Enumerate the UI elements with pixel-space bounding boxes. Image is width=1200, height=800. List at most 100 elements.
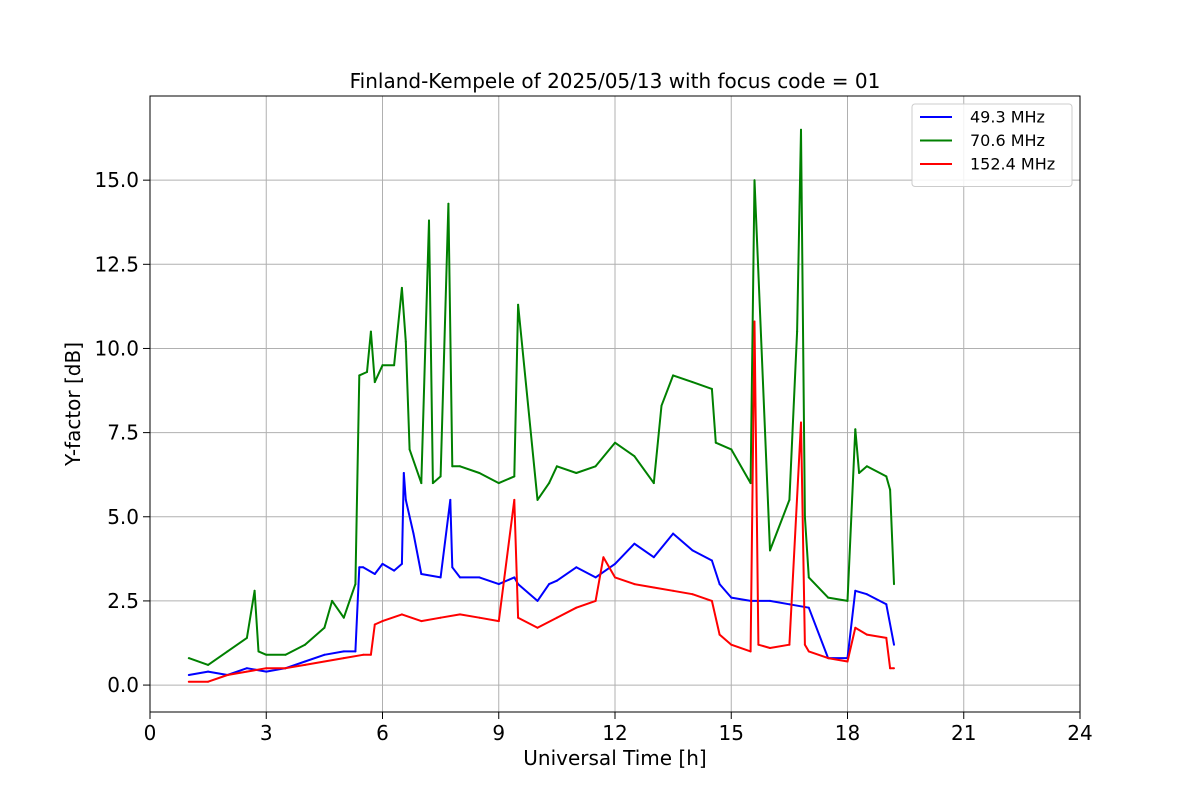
legend-box bbox=[911, 103, 1073, 187]
data-point bbox=[253, 589, 256, 592]
data-point bbox=[575, 606, 578, 609]
data-point bbox=[257, 650, 260, 653]
legend: 49.3 MHz 70.6 MHz 152.4 MHz bbox=[911, 103, 1073, 187]
legend-label: 49.3 MHz bbox=[970, 108, 1045, 127]
data-point bbox=[749, 650, 752, 653]
y-tick-label: 0.0 bbox=[107, 673, 139, 697]
data-point bbox=[548, 583, 551, 586]
data-point bbox=[304, 643, 306, 646]
data-point bbox=[536, 626, 539, 629]
series-lines bbox=[187, 128, 895, 683]
data-point bbox=[354, 583, 357, 586]
data-point bbox=[393, 569, 396, 572]
data-point bbox=[478, 576, 481, 579]
data-point bbox=[362, 653, 365, 656]
data-point bbox=[885, 636, 888, 639]
data-point bbox=[827, 596, 830, 599]
data-point bbox=[660, 404, 663, 407]
data-point bbox=[788, 643, 791, 646]
data-point bbox=[187, 680, 190, 683]
data-point bbox=[854, 626, 857, 629]
data-point bbox=[304, 660, 306, 663]
x-tick-label: 15 bbox=[719, 721, 744, 745]
data-point bbox=[691, 593, 694, 596]
data-point bbox=[614, 562, 616, 565]
data-point bbox=[420, 573, 423, 575]
legend-label: 70.6 MHz bbox=[970, 131, 1045, 150]
data-point bbox=[381, 562, 384, 565]
data-point bbox=[459, 576, 461, 579]
data-point bbox=[497, 482, 500, 485]
data-point bbox=[323, 653, 326, 656]
data-point bbox=[245, 670, 248, 673]
data-point bbox=[439, 616, 442, 619]
data-point bbox=[575, 472, 578, 474]
data-point bbox=[404, 498, 407, 501]
data-point bbox=[408, 448, 411, 451]
data-point bbox=[602, 556, 605, 559]
data-point bbox=[226, 674, 229, 676]
data-point bbox=[369, 653, 372, 656]
data-point bbox=[652, 482, 655, 485]
y-tick-label: 15.0 bbox=[94, 168, 139, 192]
data-point bbox=[633, 542, 636, 545]
data-point bbox=[555, 616, 558, 619]
data-point bbox=[404, 340, 407, 343]
data-point bbox=[614, 576, 616, 579]
chart-title: Finland-Kempele of 2025/05/13 with focus… bbox=[350, 69, 881, 93]
data-point bbox=[459, 613, 461, 616]
data-point bbox=[893, 667, 895, 670]
data-point bbox=[757, 643, 760, 646]
y-tick-label: 2.5 bbox=[107, 589, 139, 613]
data-point bbox=[536, 599, 539, 602]
x-tick-label: 24 bbox=[1067, 721, 1092, 745]
data-point bbox=[846, 599, 849, 602]
data-point bbox=[865, 465, 868, 468]
y-axis-ticks: 0.0 2.5 5.0 7.5 10.0 12.5 15.0 bbox=[94, 168, 150, 697]
data-point bbox=[362, 566, 365, 569]
data-point bbox=[865, 593, 868, 596]
data-point bbox=[672, 374, 675, 377]
data-point bbox=[672, 589, 675, 592]
data-point bbox=[710, 387, 713, 390]
data-point bbox=[412, 532, 415, 535]
data-point bbox=[769, 549, 771, 552]
data-point bbox=[889, 667, 892, 670]
data-point bbox=[575, 566, 578, 569]
data-point bbox=[803, 643, 806, 646]
data-point bbox=[478, 616, 481, 619]
data-point bbox=[730, 643, 733, 646]
data-point bbox=[373, 623, 376, 626]
data-point bbox=[513, 498, 516, 501]
data-point bbox=[718, 633, 721, 636]
data-point bbox=[594, 465, 597, 468]
data-point bbox=[749, 482, 752, 485]
data-point bbox=[381, 620, 384, 623]
data-point bbox=[478, 472, 481, 474]
data-point bbox=[449, 498, 452, 501]
data-point bbox=[633, 583, 636, 586]
data-point bbox=[803, 515, 806, 518]
data-point bbox=[497, 620, 500, 623]
data-point bbox=[594, 599, 597, 602]
data-point bbox=[187, 657, 190, 660]
data-point bbox=[652, 586, 655, 589]
data-point bbox=[226, 650, 229, 653]
data-point bbox=[714, 441, 717, 444]
data-point bbox=[594, 576, 597, 579]
data-point bbox=[885, 475, 888, 478]
data-point bbox=[854, 589, 857, 592]
data-point bbox=[381, 364, 384, 367]
data-point bbox=[400, 286, 403, 289]
data-point bbox=[885, 603, 888, 606]
data-point bbox=[517, 616, 520, 619]
x-tick-label: 3 bbox=[260, 721, 273, 745]
data-point bbox=[827, 657, 830, 660]
data-point bbox=[865, 633, 868, 636]
data-point bbox=[428, 219, 430, 222]
data-point bbox=[753, 320, 756, 323]
data-point bbox=[691, 549, 694, 552]
data-point bbox=[373, 573, 376, 575]
data-point bbox=[858, 472, 861, 474]
data-point bbox=[447, 202, 450, 205]
